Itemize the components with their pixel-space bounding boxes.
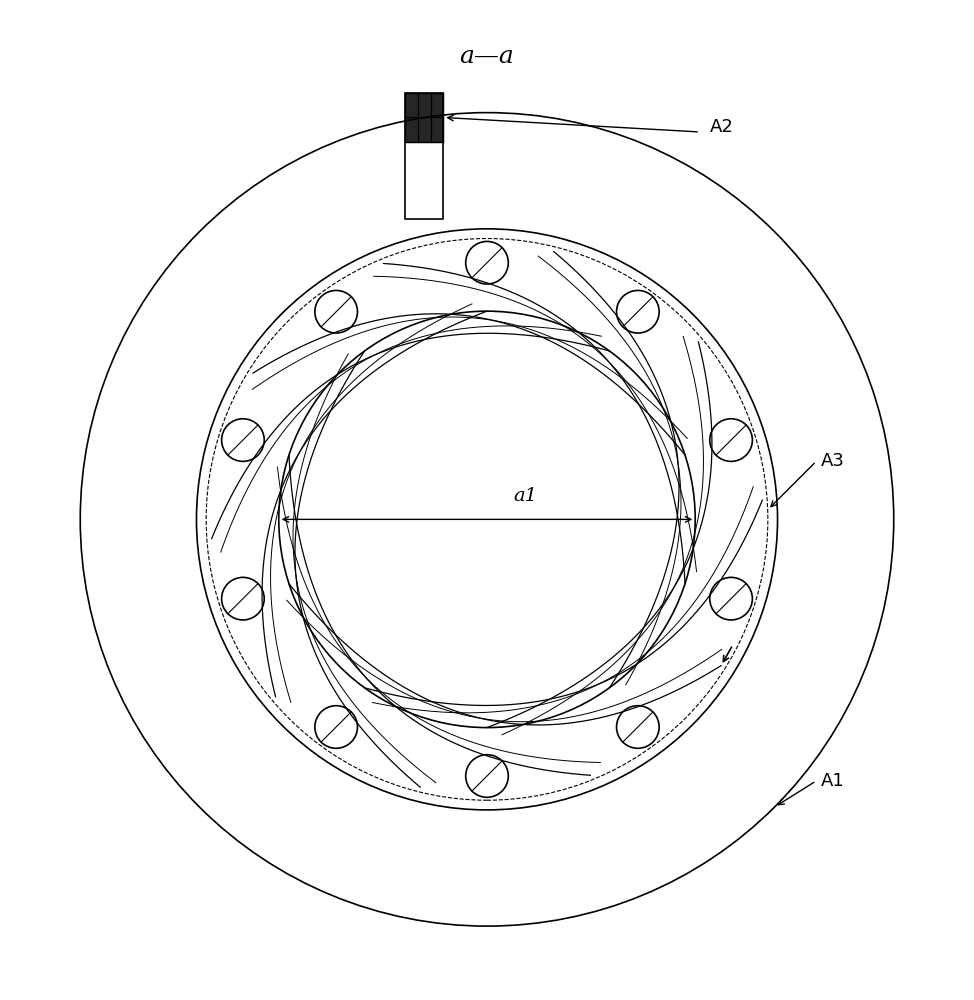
- Text: a1: a1: [513, 487, 538, 505]
- Text: a—a: a—a: [460, 45, 514, 68]
- Text: A1: A1: [821, 772, 844, 790]
- Bar: [404, 93, 443, 219]
- Text: A2: A2: [710, 118, 733, 136]
- Text: A3: A3: [821, 452, 845, 470]
- Bar: [404, 93, 443, 142]
